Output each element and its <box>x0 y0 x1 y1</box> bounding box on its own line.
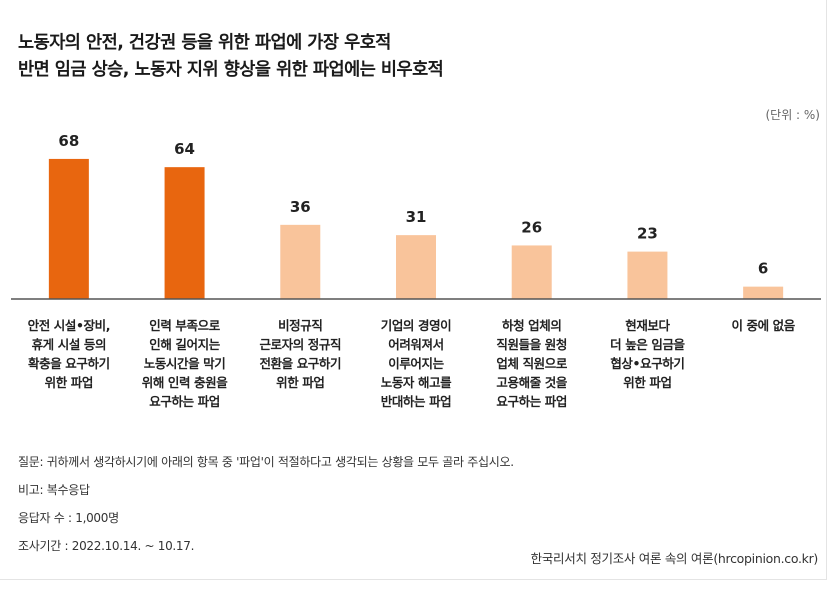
bar-5 <box>511 245 552 299</box>
category-label-2: 인력 부족으로 인해 길어지는 노동시간을 막기 위해 인력 충원을 요구하는 … <box>141 318 228 409</box>
value-label-2: 64 <box>174 140 195 158</box>
note-remark: 비고: 복수응답 <box>18 483 90 497</box>
value-label-6: 23 <box>637 225 658 243</box>
category-label-1: 안전 시설•장비, 휴게 시설 등의 확충을 요구하기 위한 파업 <box>27 318 111 390</box>
title-line-1: 노동자의 안전, 건강권 등을 위한 파업에 가장 우호적 <box>18 33 391 53</box>
category-label-6: 현재보다 더 높은 임금을 협상•요구하기 위한 파업 <box>610 318 685 390</box>
bar-2 <box>164 167 205 299</box>
bar-7 <box>743 286 784 299</box>
category-label-4: 기업의 경영이 어려워져서 이루어지는 노동자 해고를 반대하는 파업 <box>380 318 452 409</box>
bar-4 <box>396 235 436 299</box>
value-label-5: 26 <box>521 218 542 236</box>
note-respondents: 응답자 수 : 1,000명 <box>18 511 119 525</box>
bar-1 <box>48 158 89 299</box>
unit-label: (단위 : %) <box>765 108 820 122</box>
source-credit: 한국리서치 정기조사 여론 속의 여론(hrcopinion.co.kr) <box>530 551 819 566</box>
note-question: 질문: 귀하께서 생각하시기에 아래의 항목 중 '파업'이 적절하다고 생각되… <box>18 455 514 469</box>
category-label-5: 하청 업체의 직원들을 원청 업체 직원으로 고용해줄 것을 요구하는 파업 <box>496 318 567 409</box>
value-label-4: 31 <box>406 208 427 226</box>
chart-title: 노동자의 안전, 건강권 등을 위한 파업에 가장 우호적 반면 임금 상승, … <box>18 30 444 84</box>
bar-6 <box>627 251 668 299</box>
value-label-3: 36 <box>290 198 311 216</box>
notes: 질문: 귀하께서 생각하시기에 아래의 항목 중 '파업'이 적절하다고 생각되… <box>18 453 514 565</box>
category-label-3: 비정규직 근로자의 정규직 전환을 요구하기 위한 파업 <box>259 318 342 390</box>
note-period: 조사기간 : 2022.10.14. ~ 10.17. <box>18 539 195 553</box>
category-label-7: 이 중에 없음 <box>731 318 795 333</box>
value-label-1: 68 <box>58 132 79 150</box>
value-label-7: 6 <box>758 260 768 278</box>
bar-3 <box>280 224 321 299</box>
title-line-2: 반면 임금 상승, 노동자 지위 향상을 위한 파업에는 비우호적 <box>18 60 444 80</box>
